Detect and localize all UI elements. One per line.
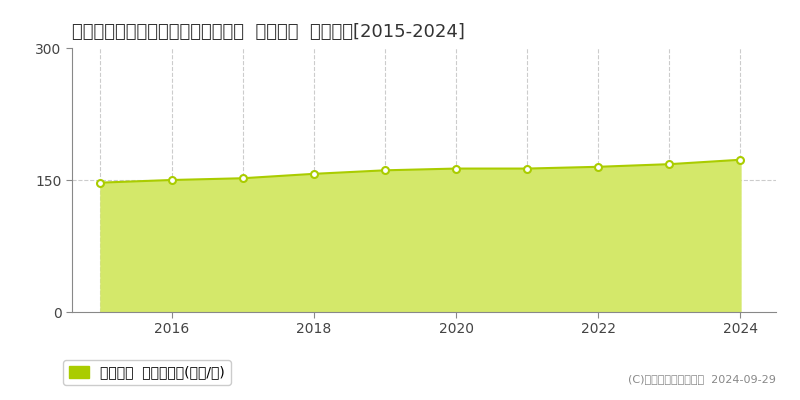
Legend: 基準地価  平均坪単価(万円/坪): 基準地価 平均坪単価(万円/坪) bbox=[63, 360, 230, 385]
Text: 東京都北区滝野川七丁目２６番５外  基準地価  地価推移[2015-2024]: 東京都北区滝野川七丁目２６番５外 基準地価 地価推移[2015-2024] bbox=[72, 23, 465, 41]
Text: (C)土地価格ドットコム  2024-09-29: (C)土地価格ドットコム 2024-09-29 bbox=[628, 374, 776, 384]
